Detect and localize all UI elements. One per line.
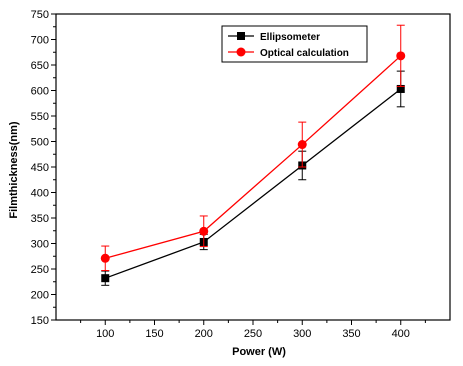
legend-marker [237, 32, 245, 40]
y-tick-label: 500 [31, 137, 49, 149]
x-tick-label: 300 [293, 328, 311, 340]
x-axis-label: Power (W) [232, 346, 286, 358]
y-tick-label: 150 [31, 315, 49, 327]
y-tick-label: 700 [31, 35, 49, 47]
x-tick-label: 100 [96, 328, 114, 340]
series-line [105, 55, 402, 259]
legend: Ellipsometer Optical calculation [221, 25, 368, 63]
data-point [396, 51, 406, 61]
data-point [297, 140, 307, 150]
series-1 [101, 70, 405, 286]
x-tick-label: 400 [392, 328, 410, 340]
data-point [396, 84, 405, 93]
ticks: 100 150 200 250 300 350 400 150 200 250 300 350 400 4… [31, 9, 426, 340]
y-tick-label: 600 [31, 86, 49, 98]
legend-label: Optical calculation [260, 48, 349, 59]
legend-label: Ellipsometer [260, 32, 320, 43]
x-tick-label: 150 [145, 328, 163, 340]
legend-item: Optical calculation [228, 47, 349, 59]
data-point [101, 274, 110, 283]
y-tick-label: 650 [31, 60, 49, 72]
y-tick-label: 550 [31, 111, 49, 123]
y-tick-label: 350 [31, 213, 49, 225]
x-tick-label: 350 [342, 328, 360, 340]
series-layer [100, 24, 406, 286]
x-tick-label: 200 [195, 328, 213, 340]
y-axis-label: Filmthickness(nm) [8, 121, 20, 219]
series-2 [100, 24, 406, 272]
y-tick-label: 750 [31, 9, 49, 21]
y-tick-label: 200 [31, 290, 49, 302]
legend-box [221, 25, 368, 63]
legend-marker [236, 47, 246, 57]
y-tick-label: 450 [31, 162, 49, 174]
x-tick-label: 250 [244, 328, 262, 340]
data-point [199, 226, 209, 236]
y-tick-label: 250 [31, 264, 49, 276]
y-tick-label: 300 [31, 239, 49, 251]
y-tick-label: 400 [31, 188, 49, 200]
series-line [105, 88, 402, 279]
data-point [100, 253, 110, 263]
legend-item: Ellipsometer [228, 32, 320, 43]
